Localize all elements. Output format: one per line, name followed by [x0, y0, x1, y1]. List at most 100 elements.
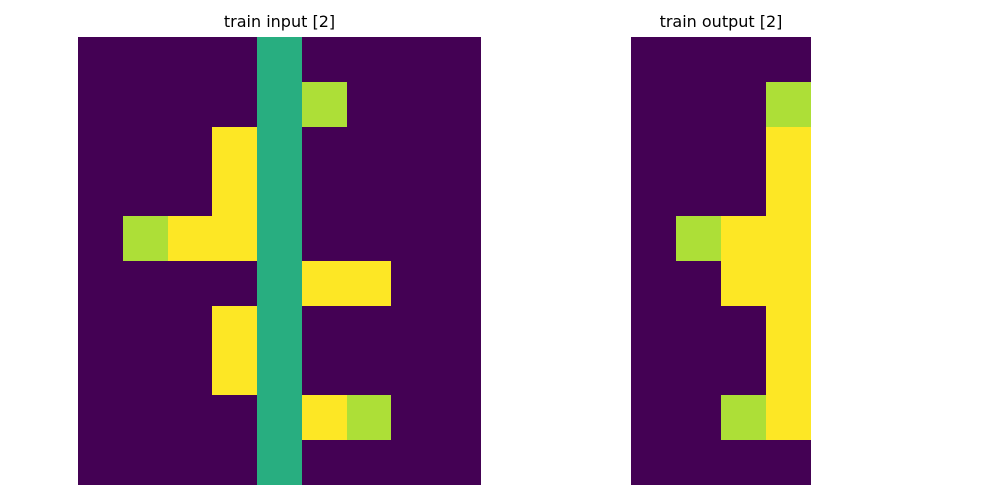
- input-cell-r5-c5: [301, 260, 347, 306]
- input-cell-r1-c6: [346, 81, 392, 127]
- output-cell-r6-c0: [631, 305, 676, 351]
- input-cell-r4-c5: [301, 216, 347, 261]
- input-cell-r6-c3: [212, 305, 258, 351]
- input-cell-r1-c1: [122, 81, 168, 127]
- input-cell-r5-c3: [212, 260, 258, 306]
- input-cell-r7-c6: [346, 350, 392, 396]
- input-cell-r3-c2: [167, 171, 213, 217]
- input-cell-r3-c5: [301, 171, 347, 217]
- output-cell-r9-c2: [721, 440, 766, 485]
- input-cell-r6-c2: [167, 305, 213, 351]
- input-cell-r3-c8: [436, 171, 481, 217]
- input-cell-r6-c8: [436, 305, 481, 351]
- input-cell-r4-c6: [346, 216, 392, 261]
- input-cell-r9-c4: [257, 440, 302, 485]
- input-cell-r2-c7: [391, 126, 437, 172]
- output-cell-r3-c2: [721, 171, 766, 217]
- input-cell-r5-c6: [346, 260, 392, 306]
- input-cell-r4-c4: [257, 216, 302, 261]
- input-cell-r1-c8: [436, 81, 481, 127]
- output-cell-r1-c0: [631, 81, 676, 127]
- input-cell-r5-c1: [122, 260, 168, 306]
- input-cell-r0-c2: [167, 37, 213, 82]
- input-cell-r8-c1: [122, 395, 168, 441]
- output-cell-r7-c0: [631, 350, 676, 396]
- output-cell-r0-c2: [721, 37, 766, 82]
- train-input-title: train input [2]: [223, 12, 336, 31]
- input-cell-r4-c2: [167, 216, 213, 261]
- input-cell-r8-c0: [78, 395, 123, 441]
- input-cell-r8-c7: [391, 395, 437, 441]
- output-cell-r8-c0: [631, 395, 676, 441]
- input-cell-r2-c1: [122, 126, 168, 172]
- input-cell-r5-c4: [257, 260, 302, 306]
- input-cell-r8-c4: [257, 395, 302, 441]
- input-cell-r3-c7: [391, 171, 437, 217]
- input-cell-r8-c6: [346, 395, 392, 441]
- input-cell-r0-c8: [436, 37, 481, 82]
- input-cell-r1-c4: [257, 81, 302, 127]
- input-cell-r3-c0: [78, 171, 123, 217]
- input-cell-r1-c7: [391, 81, 437, 127]
- output-cell-r0-c0: [631, 37, 676, 82]
- output-cell-r6-c3: [766, 305, 811, 351]
- output-cell-r5-c0: [631, 260, 676, 306]
- input-cell-r2-c8: [436, 126, 481, 172]
- input-cell-r2-c0: [78, 126, 123, 172]
- output-cell-r9-c0: [631, 440, 676, 485]
- output-cell-r9-c3: [766, 440, 811, 485]
- input-cell-r9-c2: [167, 440, 213, 485]
- input-cell-r4-c7: [391, 216, 437, 261]
- input-cell-r4-c3: [212, 216, 258, 261]
- input-cell-r5-c0: [78, 260, 123, 306]
- output-cell-r8-c1: [676, 395, 721, 441]
- train-input-grid: [78, 37, 481, 485]
- input-cell-r7-c5: [301, 350, 347, 396]
- output-cell-r9-c1: [676, 440, 721, 485]
- output-cell-r1-c2: [721, 81, 766, 127]
- input-cell-r0-c7: [391, 37, 437, 82]
- output-cell-r4-c0: [631, 216, 676, 261]
- input-cell-r9-c1: [122, 440, 168, 485]
- output-cell-r2-c1: [676, 126, 721, 172]
- input-cell-r2-c6: [346, 126, 392, 172]
- input-cell-r0-c3: [212, 37, 258, 82]
- input-cell-r8-c8: [436, 395, 481, 441]
- input-cell-r3-c4: [257, 171, 302, 217]
- input-cell-r0-c4: [257, 37, 302, 82]
- input-cell-r9-c5: [301, 440, 347, 485]
- output-cell-r4-c3: [766, 216, 811, 261]
- output-cell-r2-c3: [766, 126, 811, 172]
- input-cell-r9-c0: [78, 440, 123, 485]
- output-cell-r5-c3: [766, 260, 811, 306]
- input-cell-r7-c4: [257, 350, 302, 396]
- input-cell-r9-c7: [391, 440, 437, 485]
- input-cell-r6-c0: [78, 305, 123, 351]
- train-output-title: train output [2]: [659, 12, 783, 31]
- input-cell-r2-c3: [212, 126, 258, 172]
- output-cell-r8-c3: [766, 395, 811, 441]
- input-cell-r4-c8: [436, 216, 481, 261]
- input-cell-r9-c3: [212, 440, 258, 485]
- input-cell-r7-c2: [167, 350, 213, 396]
- input-cell-r0-c0: [78, 37, 123, 82]
- output-cell-r0-c1: [676, 37, 721, 82]
- input-cell-r6-c4: [257, 305, 302, 351]
- input-cell-r2-c4: [257, 126, 302, 172]
- input-cell-r4-c0: [78, 216, 123, 261]
- input-cell-r7-c3: [212, 350, 258, 396]
- input-cell-r7-c8: [436, 350, 481, 396]
- output-cell-r2-c0: [631, 126, 676, 172]
- input-cell-r0-c5: [301, 37, 347, 82]
- output-cell-r0-c3: [766, 37, 811, 82]
- output-cell-r4-c2: [721, 216, 766, 261]
- output-cell-r1-c1: [676, 81, 721, 127]
- input-cell-r8-c2: [167, 395, 213, 441]
- output-cell-r7-c3: [766, 350, 811, 396]
- train-output-grid: [631, 37, 811, 485]
- output-cell-r8-c2: [721, 395, 766, 441]
- input-cell-r5-c7: [391, 260, 437, 306]
- input-cell-r3-c3: [212, 171, 258, 217]
- input-cell-r3-c1: [122, 171, 168, 217]
- input-cell-r0-c6: [346, 37, 392, 82]
